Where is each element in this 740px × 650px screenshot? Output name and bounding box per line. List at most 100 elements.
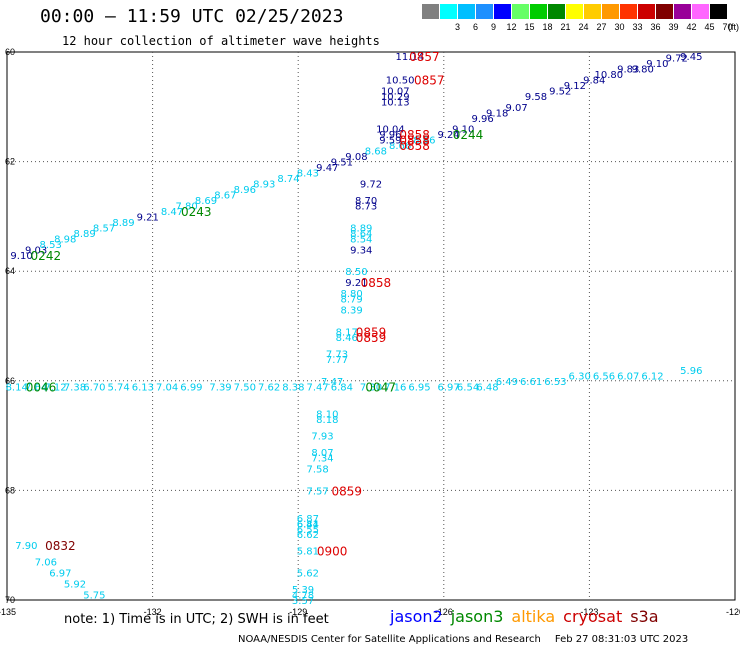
wave-height-label: 8.68 <box>365 147 387 158</box>
wave-height-label: 5.74 <box>107 382 129 393</box>
wave-height-label: 7.39 <box>209 382 231 393</box>
scale-swatch <box>494 4 511 19</box>
wave-height-label: 8.46 <box>336 333 358 344</box>
wave-height-label: 7.16 <box>384 382 406 393</box>
wave-height-label: 9.52 <box>549 86 571 97</box>
satellite-legend-item: jason2 <box>390 607 443 626</box>
lon-tick-label: -120 <box>726 607 740 617</box>
scale-label: 36 <box>650 22 661 32</box>
scale-swatch <box>458 4 475 19</box>
wave-height-label: 7.64 <box>25 382 47 393</box>
lat-tick-label: 64 <box>5 266 15 276</box>
wave-height-label: 6.97 <box>49 569 71 580</box>
wave-height-label: 9.83 <box>617 64 639 75</box>
wave-height-label: 6.13 <box>132 382 154 393</box>
pass-time-label: 0046 <box>26 380 57 394</box>
wave-height-label: 8.89 <box>350 223 372 234</box>
wave-height-label: 10.80 <box>594 70 623 81</box>
wave-height-label: 5.92 <box>64 580 86 591</box>
wave-height-label: 8.73 <box>355 201 377 212</box>
wave-height-label: 8.70 <box>355 196 377 207</box>
wave-height-label: 8.89 <box>74 229 96 240</box>
wave-height-label: 6.95 <box>408 382 430 393</box>
wave-height-label: 8.07 <box>311 448 333 459</box>
wave-height-label: 7.47 <box>306 382 328 393</box>
wave-height-label: 9.12 <box>564 81 586 92</box>
wave-height-label: 6.62 <box>297 530 319 541</box>
wave-height-label: 10.04 <box>376 125 405 136</box>
scale-unit: (ft) <box>728 22 739 32</box>
axis-labels: -135 -132 -129 -126 -123 -120 60 62 64 66 68 70 <box>0 47 740 617</box>
wave-height-label: 8.53 <box>40 240 62 251</box>
wave-height-label: 8.93 <box>253 180 275 191</box>
wave-height-label: 8.54 <box>350 234 372 245</box>
wave-height-label: 8.18 <box>316 415 338 426</box>
wave-height-label: 9.21 <box>345 278 367 289</box>
wave-height-label: 9.72 <box>666 53 688 64</box>
wave-height-label: 8.64 <box>350 229 372 240</box>
wave-height-tracks: 9.109.038.538.988.898.578.89 9.21 8.477.80… <box>6 52 703 607</box>
wave-height-label: 10.07 <box>381 86 410 97</box>
wave-height-label: 8.79 <box>340 295 362 306</box>
satellite-legend-item: s3a <box>630 607 659 626</box>
scale-swatch <box>638 4 655 19</box>
wave-height-label: 5.39 <box>292 585 314 596</box>
wave-height-label: 6.44 <box>297 519 319 530</box>
wave-height-label: 11.14 <box>396 52 425 63</box>
wave-height-label: 4.78 <box>292 591 314 602</box>
wave-height-label: 9.24 <box>438 130 460 141</box>
wave-height-label: 7.50 <box>234 382 256 393</box>
wave-height-label: 9.47 <box>316 163 338 174</box>
scale-label: 24 <box>578 22 589 32</box>
wave-height-label: 9.34 <box>350 245 372 256</box>
pass-time-label: 0857 <box>414 73 445 87</box>
wave-height-label: 9.96 <box>471 114 493 125</box>
wave-height-label: 7.77 <box>326 355 348 366</box>
wave-height-label: 9.84 <box>583 75 605 86</box>
pass-time-label: 0858 <box>399 139 430 153</box>
wave-height-label: 6.84 <box>331 382 353 393</box>
wave-height-label: 7.90 <box>15 541 37 552</box>
map-frame <box>6 51 736 601</box>
scale-label: 21 <box>560 22 571 32</box>
scale-swatch <box>602 4 619 19</box>
wave-height-label: 6.97 <box>438 382 460 393</box>
wave-height-label: 6.30 <box>569 371 591 382</box>
wave-height-label: 6.54 <box>457 382 479 393</box>
wave-height-label: 6.70 <box>83 382 105 393</box>
scale-swatch <box>422 4 439 19</box>
wave-height-label: 8.38 <box>282 382 304 393</box>
lon-tick-label: -132 <box>144 607 162 617</box>
wave-height-label: 7.80 <box>175 201 197 212</box>
wave-height-label: 6.61 <box>520 377 542 388</box>
pass-time-label: 0858 <box>399 134 430 148</box>
footer-timestamp: Feb 27 08:31:03 UTC 2023 <box>554 634 689 645</box>
wave-height-label: 8.98 <box>54 234 76 245</box>
wave-height-label: 8.80 <box>340 289 362 300</box>
scale-label: 27 <box>596 22 607 32</box>
track-jason3-0046-0047: 8.147.647.127.386.70 5.74 6.13 7.04 6.99 7.39… <box>6 366 703 393</box>
wave-height-label: 9.10 <box>452 125 474 136</box>
wave-height-label: 8.10 <box>316 410 338 421</box>
footer: NOAA/NESDIS Center for Satellite Applica… <box>238 634 688 645</box>
scale-label: 39 <box>668 22 679 32</box>
scale-swatch <box>692 4 709 19</box>
wave-height-label: 8.74 <box>277 174 299 185</box>
wave-height-label: 10.13 <box>381 97 410 108</box>
pass-time-labels: 0857085708580858085808580859085908590900… <box>26 50 484 559</box>
wave-height-label: 9.07 <box>505 103 527 114</box>
wave-height-label: 3.57 <box>292 596 314 607</box>
pass-time-label: 0859 <box>356 325 387 339</box>
wave-height-label: 5.62 <box>297 569 319 580</box>
wave-height-label: 9.51 <box>331 158 353 169</box>
pass-time-label: 0857 <box>409 50 440 64</box>
lon-tick-label: -135 <box>0 607 16 617</box>
wave-height-label: 6.53 <box>544 377 566 388</box>
wave-height-label: 6.07 <box>617 371 639 382</box>
wave-height-label: 7.30 <box>360 382 382 393</box>
wave-height-label: 9.18 <box>486 108 508 119</box>
wave-height-label: 9.58 <box>525 92 547 103</box>
footer-credit: NOAA/NESDIS Center for Satellite Applica… <box>238 634 541 645</box>
pass-time-label: 0243 <box>181 205 212 219</box>
wave-height-label: 5.96 <box>680 366 702 377</box>
